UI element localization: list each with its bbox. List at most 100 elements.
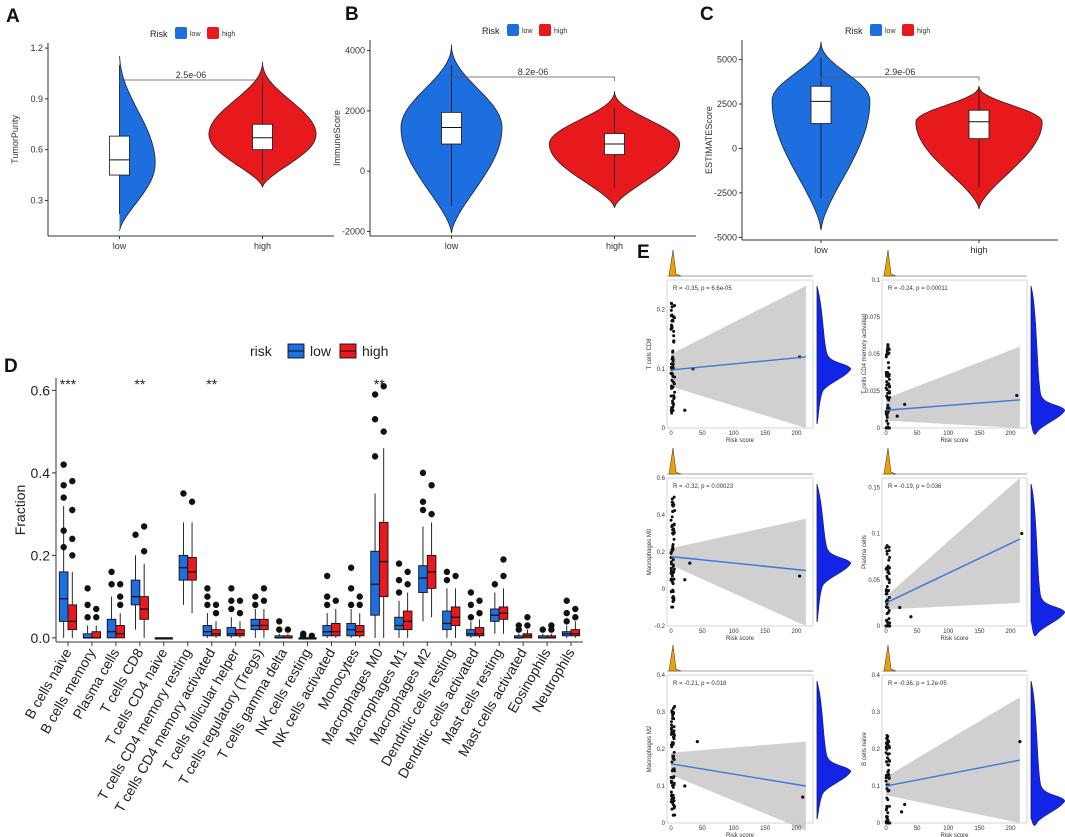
outlier-low xyxy=(84,614,91,621)
y-tick-label: 0.05 xyxy=(868,578,880,584)
scatter-panel: 0 0.1 0.2 0.3 0.4 0 50 100 150 200 Risk score Macro… xyxy=(647,644,852,837)
outlier-high xyxy=(404,581,411,588)
point xyxy=(683,784,687,788)
y-tick-label: 0.1 xyxy=(657,367,666,373)
x-tick-label: 0 xyxy=(884,826,888,832)
correlation-stat: R = -0.32, p = 0.00023 xyxy=(673,484,734,490)
significance-mark: *** xyxy=(60,376,77,392)
y-tick-label: 0.4 xyxy=(31,465,51,481)
box-high xyxy=(378,521,389,598)
point xyxy=(887,374,891,378)
y-tick-label: 0.6 xyxy=(31,382,51,398)
box-high xyxy=(91,631,102,639)
outlier-low xyxy=(563,618,570,625)
scatter-panel: 0 0.025 0.05 0.075 0.1 0 50 100 150 200 Risk score… xyxy=(862,249,1065,444)
point xyxy=(884,776,888,780)
fit-line xyxy=(885,538,1021,604)
y-tick-label: 0.6 xyxy=(30,145,43,155)
confidence-band xyxy=(886,478,1020,610)
point xyxy=(885,742,889,746)
y-tick-label: 0 xyxy=(877,624,881,630)
box-high xyxy=(450,606,461,626)
fit-line xyxy=(885,759,1021,787)
point xyxy=(672,304,676,308)
top-density xyxy=(883,447,897,475)
point xyxy=(885,756,889,760)
confidence-band xyxy=(886,697,1020,823)
point xyxy=(887,377,891,381)
point xyxy=(671,776,675,780)
outlier-high xyxy=(356,593,363,600)
point xyxy=(672,340,676,344)
point xyxy=(886,611,890,615)
y-tick-label: 0 xyxy=(360,166,365,176)
outlier-high xyxy=(116,593,124,600)
significance-mark: ** xyxy=(374,376,385,392)
outlier-low xyxy=(323,572,331,580)
point xyxy=(672,799,676,803)
box-high xyxy=(331,622,341,637)
pvalue-label: 2.5e-06 xyxy=(176,70,207,80)
point xyxy=(669,720,673,724)
legend-title: Risk xyxy=(150,29,168,39)
outlier-low xyxy=(204,593,211,600)
outlier-low xyxy=(371,453,379,460)
y-axis-label: Plasma cells xyxy=(862,535,868,569)
outlier-low xyxy=(60,482,67,489)
point xyxy=(898,605,902,610)
point xyxy=(885,352,889,356)
y-tick-label: 0.2 xyxy=(657,308,666,314)
point xyxy=(671,714,675,718)
y-tick-label: 5000 xyxy=(717,55,737,65)
y-tick-label: -2500 xyxy=(714,188,737,198)
point xyxy=(886,606,890,610)
legend-swatch-high xyxy=(902,24,914,36)
x-tick-label: 0 xyxy=(669,826,673,832)
box-low xyxy=(442,610,452,631)
y-axis-label: ESTIMATEScore xyxy=(704,106,714,174)
top-density xyxy=(668,644,682,672)
top-density xyxy=(668,249,682,277)
outlier-low xyxy=(60,543,67,551)
point xyxy=(885,383,889,387)
point xyxy=(886,564,890,568)
outlier-high xyxy=(572,614,579,621)
point xyxy=(887,773,891,777)
fit-line xyxy=(670,555,806,572)
x-tick-label: high xyxy=(254,241,271,251)
point xyxy=(887,758,891,762)
point xyxy=(672,531,676,535)
y-tick-label: -5000 xyxy=(714,232,737,242)
y-axis-label: Macrophages M2 xyxy=(647,725,653,772)
point xyxy=(887,745,891,749)
point xyxy=(885,585,889,589)
point xyxy=(888,555,892,559)
point xyxy=(672,725,676,729)
point xyxy=(669,372,673,376)
point xyxy=(672,729,676,733)
box-low xyxy=(322,625,332,637)
y-tick-label: 0 xyxy=(662,426,666,432)
outlier-high xyxy=(572,605,579,613)
point xyxy=(672,767,676,771)
correlation-stat: R = -0.36, p = 1.2e-05 xyxy=(888,681,947,687)
fit-line xyxy=(670,763,806,787)
fit-line xyxy=(885,399,1020,411)
legend-swatch-low xyxy=(175,27,187,39)
x-tick-label: 100 xyxy=(729,431,740,437)
point xyxy=(885,426,889,430)
y-tick-label: 0 xyxy=(877,426,881,432)
outlier-high xyxy=(452,572,459,580)
x-tick-label: 50 xyxy=(914,431,921,437)
box-high xyxy=(259,618,269,631)
x-tick-label: 150 xyxy=(760,431,771,437)
point xyxy=(671,735,675,739)
outlier-low xyxy=(228,585,235,592)
point xyxy=(670,723,674,727)
outlier-high xyxy=(476,609,483,617)
point xyxy=(669,732,673,736)
point xyxy=(909,615,913,619)
y-axis-label: ImmuneScore xyxy=(332,110,342,166)
point xyxy=(884,567,888,571)
outlier-high xyxy=(69,552,76,559)
